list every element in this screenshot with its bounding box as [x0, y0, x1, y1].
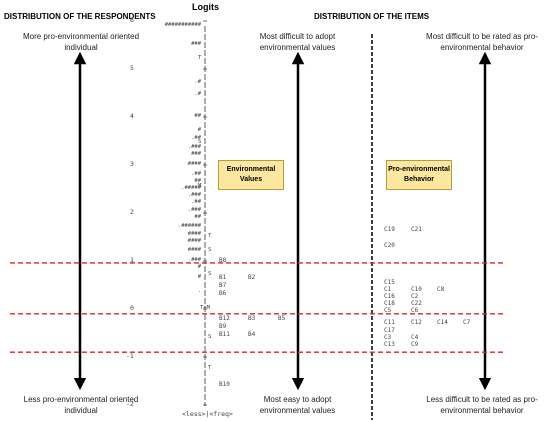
- less-difficult-rated-description: Less difficult to be rated as pro-enviro…: [426, 395, 538, 415]
- respondent-distribution: #: [197, 273, 201, 280]
- axis-tick-label: -1: [126, 352, 134, 360]
- behavior-item: C20: [384, 241, 395, 249]
- distribution-marker: S: [208, 333, 212, 340]
- axis-tick-label: 5: [130, 64, 134, 72]
- respondent-distribution: #: [197, 127, 201, 134]
- most-difficult-adopt-description: Most difficult to adopt environmental va…: [259, 32, 336, 52]
- respondent-distribution: .#: [194, 91, 202, 98]
- axis-tick-label: 0: [130, 304, 134, 312]
- less-pro-description: Less pro-environmental oriented individu…: [23, 395, 139, 415]
- respondent-distribution: #: [197, 264, 201, 271]
- value-item: B9: [219, 322, 227, 330]
- respondent-distribution: .###: [187, 257, 202, 263]
- behavior-item: C17: [384, 326, 395, 334]
- pro-environmental-behavior-box: Pro-environmental Behavior: [386, 160, 452, 190]
- value-item: B4: [248, 331, 256, 339]
- respondent-distribution: ####: [187, 237, 202, 244]
- respondent-distribution: .######: [177, 223, 202, 230]
- behavior-item: C12: [411, 319, 422, 327]
- distribution-marker: T: [198, 55, 202, 62]
- more-pro-description: More pro-environmental oriented individu…: [22, 32, 140, 52]
- value-item: B10: [219, 380, 230, 388]
- respondent-distribution: .###: [187, 144, 202, 151]
- respondent-distribution: ###########: [164, 21, 202, 28]
- axis-tick-label: 2: [130, 208, 134, 216]
- most-difficult-rated-description: Most difficult to be rated as pro-enviro…: [426, 32, 538, 52]
- axis-tick-label: 1: [130, 256, 134, 264]
- less-freq-footer: <less>|<freq>: [182, 410, 233, 418]
- logits-header: Logits: [192, 2, 219, 12]
- respondent-distribution: .##: [191, 170, 202, 177]
- most-easy-adopt-description: Most easy to adopt environmental values: [259, 395, 336, 415]
- respondent-distribution: ####: [187, 230, 202, 237]
- respondent-distribution: .###: [187, 192, 202, 199]
- behavior-item: C7: [463, 319, 471, 327]
- behavior-item: C14: [437, 319, 448, 327]
- respondent-distribution: .##: [191, 134, 202, 141]
- distribution-marker: T+M: [200, 305, 210, 311]
- behavior-item: C1: [384, 285, 392, 293]
- behavior-item: C11: [384, 319, 395, 327]
- distribution-marker: S: [208, 247, 212, 254]
- distribution-marker: T: [208, 365, 212, 371]
- value-item: B8: [219, 257, 227, 264]
- distribution-marker: T: [208, 233, 212, 239]
- behavior-item: C21: [411, 225, 422, 233]
- respondent-distribution: ####: [187, 161, 202, 167]
- respondent-distribution: .###: [187, 206, 202, 213]
- value-item: B3: [248, 314, 256, 322]
- behavior-item: C2: [411, 293, 419, 300]
- respondent-distribution: ##: [194, 213, 202, 220]
- respondent-distribution: .#: [194, 79, 202, 86]
- behavior-item: C3: [384, 333, 392, 341]
- value-item: B7: [219, 281, 227, 289]
- behavior-item: C5: [384, 307, 392, 315]
- behavior-item: C13: [384, 341, 395, 348]
- items-header: DISTRIBUTION OF THE ITEMS: [314, 12, 430, 21]
- respondent-distribution: ###: [191, 151, 202, 158]
- respondent-distribution: .#####: [181, 185, 202, 191]
- value-item: B11: [219, 331, 230, 339]
- axis-tick-label: 6: [130, 16, 134, 24]
- behavior-item: C16: [384, 293, 395, 300]
- axis-tick-label: -2: [126, 400, 134, 408]
- distribution-marker: S: [208, 271, 212, 278]
- behavior-item: C10: [411, 285, 422, 293]
- respondent-distribution: .: [197, 288, 201, 295]
- value-item: B12: [219, 314, 230, 322]
- value-item: B5: [278, 314, 286, 322]
- respondent-distribution: ####: [187, 247, 202, 254]
- behavior-item: C22: [411, 300, 422, 308]
- behavior-item: C9: [411, 341, 419, 348]
- axis-tick-label: 3: [130, 160, 134, 168]
- behavior-item: C19: [384, 225, 395, 233]
- distribution-marker: S: [198, 139, 202, 146]
- behavior-item: C4: [411, 333, 419, 341]
- value-item: B6: [219, 289, 227, 297]
- value-item: B2: [248, 273, 256, 281]
- respondent-distribution: .##: [191, 199, 202, 206]
- behavior-item: C6: [411, 307, 419, 315]
- respondent-distribution: ##: [194, 113, 202, 119]
- respondent-distribution: ###: [191, 41, 202, 47]
- behavior-item: C15: [384, 278, 395, 286]
- behavior-item: C18: [384, 300, 395, 308]
- environmental-values-box: Environmental Values: [218, 160, 284, 190]
- respondent-distribution: ##: [194, 177, 202, 184]
- axis-tick-label: 4: [130, 112, 134, 120]
- value-item: B1: [219, 273, 227, 281]
- respondents-header: DISTRIBUTION OF THE RESPONDENTS: [4, 12, 156, 21]
- behavior-item: C8: [437, 285, 445, 293]
- distribution-marker: M: [198, 182, 202, 189]
